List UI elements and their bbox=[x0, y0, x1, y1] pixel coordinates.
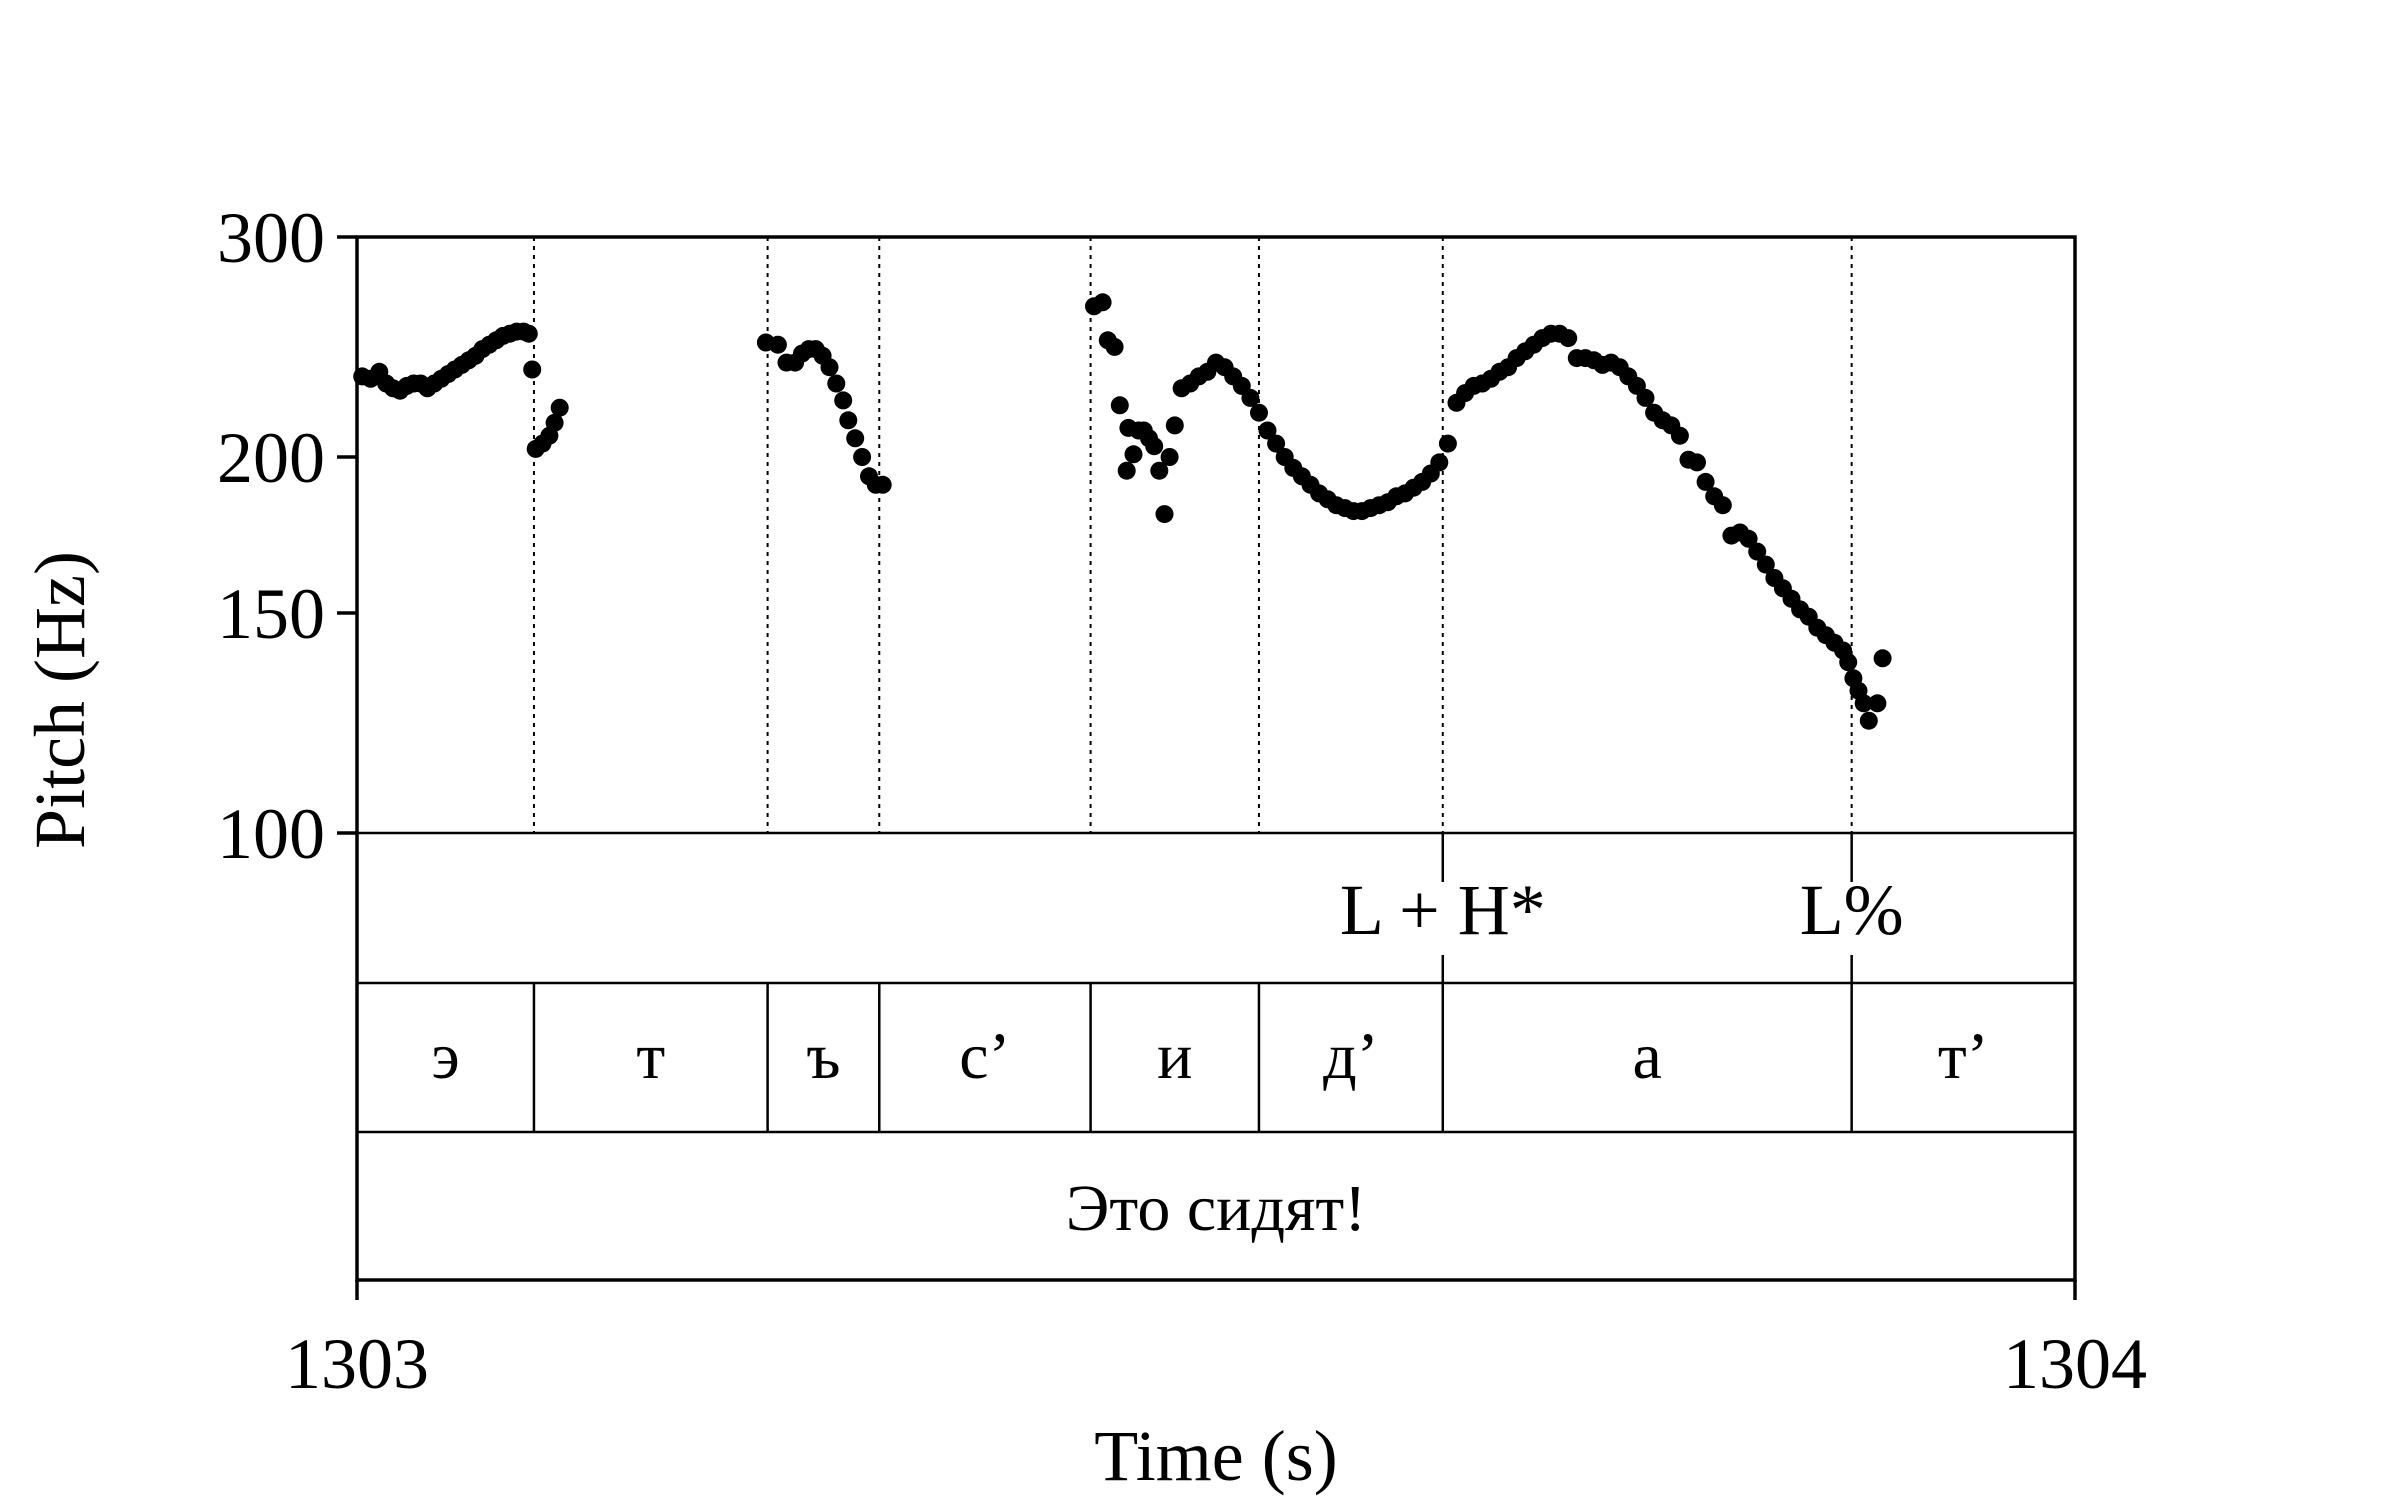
pitch-point-25 bbox=[523, 360, 542, 379]
pitch-point-75 bbox=[1267, 434, 1286, 453]
pitch-point-61 bbox=[1155, 505, 1174, 524]
segment-label-3: с’ bbox=[959, 1020, 1010, 1093]
pitch-point-29 bbox=[545, 413, 564, 432]
pitch-point-148 bbox=[1873, 649, 1892, 668]
pitch-points bbox=[353, 293, 1892, 730]
pitch-point-41 bbox=[834, 391, 853, 410]
segment-label-0: э bbox=[431, 1020, 459, 1093]
x-axis-title: Time (s) bbox=[1094, 1416, 1337, 1496]
segment-label-2: ъ bbox=[806, 1020, 840, 1093]
pitch-point-130 bbox=[1739, 529, 1758, 548]
pitch-point-49 bbox=[1093, 293, 1112, 312]
segment-label-7: т’ bbox=[1938, 1020, 1989, 1093]
pitch-point-127 bbox=[1713, 496, 1732, 515]
segment-labels: э т ъ с’ и д’ а т’ bbox=[431, 1020, 1988, 1093]
x-tick-label-start: 1303 bbox=[285, 1324, 429, 1404]
pitch-point-51 bbox=[1105, 337, 1124, 356]
x-tick-label-end: 1304 bbox=[2003, 1324, 2147, 1404]
pitch-point-95 bbox=[1438, 434, 1457, 453]
y-tick-label-0: 100 bbox=[217, 794, 325, 874]
pitch-point-131 bbox=[1748, 542, 1767, 561]
pitch-point-32 bbox=[768, 335, 787, 354]
segment-boundaries bbox=[532, 983, 1853, 1132]
pitch-point-44 bbox=[853, 448, 872, 466]
plot-frame bbox=[355, 235, 2077, 1282]
pitch-point-132 bbox=[1756, 555, 1775, 574]
tone-label-1: L% bbox=[1800, 870, 1904, 950]
pitch-point-124 bbox=[1688, 453, 1706, 472]
pitch-point-55 bbox=[1124, 445, 1143, 464]
y-axis-ticks: 100 150 200 300 bbox=[217, 198, 357, 874]
pitch-point-63 bbox=[1165, 416, 1184, 435]
boundary-guides bbox=[532, 237, 1853, 833]
pitch-point-74 bbox=[1258, 421, 1277, 440]
tone-label-0: L + H* bbox=[1340, 870, 1546, 950]
pitch-point-42 bbox=[839, 411, 858, 430]
pitch-point-43 bbox=[846, 429, 865, 448]
y-tick-label-3: 300 bbox=[217, 198, 325, 278]
y-axis-title: Pitch (Hz) bbox=[20, 551, 100, 849]
pitch-point-60 bbox=[1150, 461, 1169, 480]
pitch-point-40 bbox=[827, 374, 846, 393]
y-tick-label-1: 150 bbox=[217, 574, 325, 654]
pitch-point-52 bbox=[1110, 396, 1129, 415]
pitch-point-122 bbox=[1670, 426, 1689, 445]
pitch-point-59 bbox=[1145, 437, 1164, 456]
segment-label-1: т bbox=[636, 1020, 665, 1093]
pitch-point-125 bbox=[1696, 472, 1715, 491]
pitch-point-39 bbox=[820, 358, 839, 377]
pitch-point-142 bbox=[1839, 653, 1858, 672]
pitch-point-30 bbox=[550, 398, 569, 417]
pitch-point-146 bbox=[1859, 711, 1878, 730]
segment-label-6: а bbox=[1633, 1020, 1662, 1093]
pitch-point-72 bbox=[1241, 388, 1260, 407]
pitch-point-147 bbox=[1868, 694, 1887, 713]
segment-label-4: и bbox=[1157, 1020, 1192, 1093]
pitch-point-62 bbox=[1160, 448, 1179, 466]
segment-label-5: д’ bbox=[1323, 1020, 1379, 1093]
pitch-point-109 bbox=[1559, 329, 1578, 348]
pitch-point-73 bbox=[1250, 403, 1268, 422]
tone-marks: L + H* L% bbox=[1340, 833, 1904, 983]
y-tick-label-2: 200 bbox=[217, 418, 325, 498]
pitch-point-53 bbox=[1117, 461, 1136, 480]
pitch-point-24 bbox=[519, 324, 538, 343]
pitch-point-94 bbox=[1430, 453, 1449, 472]
pitch-point-118 bbox=[1636, 388, 1655, 407]
utterance-label: Это сидят! bbox=[1066, 1172, 1366, 1245]
pitch-point-145 bbox=[1854, 694, 1873, 713]
pitch-point-47 bbox=[873, 475, 892, 494]
